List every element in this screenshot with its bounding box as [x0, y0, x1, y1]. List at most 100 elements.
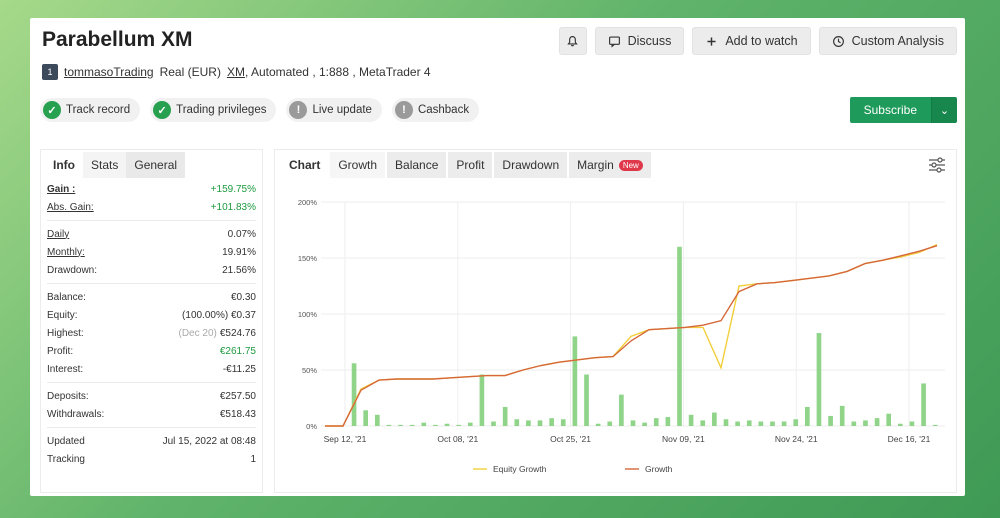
divider [47, 283, 256, 284]
info-tabs: Info Stats General [41, 150, 262, 180]
abs-gain-label[interactable]: Abs. Gain: [47, 201, 94, 213]
bar [723, 419, 729, 426]
tab-stats[interactable]: Stats [83, 152, 127, 178]
add-to-watch-label: Add to watch [725, 34, 798, 48]
clock-icon [832, 35, 844, 47]
bell-icon [567, 35, 578, 46]
bar [828, 415, 833, 426]
bar [677, 246, 682, 426]
broker-link[interactable]: XM [226, 65, 245, 79]
account-type: Real (EUR) [159, 65, 221, 79]
info-icon: ! [289, 101, 308, 119]
daily-row: Daily 0.07% [47, 225, 256, 243]
subscribe-button[interactable]: Subscribe [849, 97, 931, 123]
account-details: , Automated , 1:888 , MetaTrader 4 [244, 65, 431, 79]
chip-trading-privileges[interactable]: ✓ Trading privileges [150, 98, 277, 122]
legend-label: Equity Growth [493, 464, 547, 474]
bar [816, 333, 822, 426]
gain-label[interactable]: Gain : [47, 183, 76, 195]
tab-chart[interactable]: Chart [289, 158, 321, 172]
chip-label: Cashback [417, 104, 470, 116]
bar [456, 424, 461, 426]
tab-general[interactable]: General [126, 152, 186, 178]
growth-chart: 0% 50% 100% 150% 200% Sep 12, '21 Oct 08, '21 O… [298, 198, 945, 474]
tab-balance[interactable]: Balance [387, 152, 447, 178]
bar [932, 424, 938, 426]
divider [47, 382, 256, 383]
discuss-button[interactable]: Discuss [594, 27, 685, 55]
chip-cashback[interactable]: ! Cashback [391, 98, 480, 122]
profit-label: Profit: [47, 345, 74, 357]
settings-sliders-icon[interactable] [928, 157, 946, 173]
tab-drawdown[interactable]: Drawdown [494, 152, 568, 178]
custom-analysis-label: Custom Analysis [851, 34, 944, 48]
comment-icon [608, 35, 620, 48]
bar [805, 406, 810, 426]
custom-analysis-button[interactable]: Custom Analysis [818, 27, 957, 55]
daily-label[interactable]: Daily [47, 228, 70, 240]
chip-live-update[interactable]: ! Live update [286, 98, 382, 122]
growth-line [325, 245, 938, 427]
balance-value: €0.30 [230, 291, 256, 303]
bar [560, 419, 566, 426]
bar [781, 421, 787, 426]
deposits-value: €257.50 [219, 390, 256, 402]
updated-row: Updated Jul 15, 2022 at 08:48 [47, 432, 256, 450]
tab-info[interactable]: Info [53, 158, 75, 172]
bar [607, 421, 613, 426]
add-to-watch-button[interactable]: Add to watch [692, 27, 811, 55]
bar [351, 363, 357, 426]
bar [595, 423, 601, 426]
plus-icon [707, 36, 716, 46]
equity-row: Equity: (100.00%) €0.37 [47, 306, 256, 324]
chip-label: Track record [66, 104, 131, 116]
tab-margin[interactable]: Margin New [569, 152, 651, 178]
legend-label: Growth [645, 464, 673, 474]
bar [921, 383, 926, 426]
bar [886, 413, 892, 426]
bar [851, 421, 857, 426]
bar [502, 406, 508, 426]
chip-track-record[interactable]: ✓ Track record [40, 98, 141, 122]
bar [793, 419, 799, 426]
bar [619, 394, 624, 426]
tab-profit[interactable]: Profit [448, 152, 493, 178]
drawdown-value: 21.56% [222, 264, 256, 276]
chart-panel: Chart Growth Balance Profit Drawdown Mar… [274, 149, 957, 493]
updated-value: Jul 15, 2022 at 08:48 [162, 435, 256, 447]
monthly-value: 19.91% [222, 246, 256, 258]
y-tick-label: 0% [306, 422, 317, 431]
bar [514, 419, 520, 426]
status-chips: ✓ Track record ✓ Trading privileges ! Li… [40, 98, 480, 122]
profit-value: €261.75 [219, 345, 256, 357]
bar [421, 422, 427, 426]
notify-button[interactable] [558, 27, 587, 55]
tracking-label: Tracking [47, 453, 85, 465]
x-tick-label: Oct 08, '21 [437, 434, 478, 444]
bar [467, 422, 473, 426]
x-tick-label: Dec 16, '21 [888, 434, 931, 444]
balance-row: Balance: €0.30 [47, 288, 256, 306]
drawdown-label: Drawdown: [47, 264, 98, 276]
withdrawals-label: Withdrawals: [47, 408, 105, 420]
user-badge: 1 [42, 64, 58, 80]
tab-growth[interactable]: Growth [330, 152, 386, 178]
subscribe-dropdown[interactable]: ⌄ [931, 97, 957, 123]
x-tick-label: Nov 09, '21 [662, 434, 705, 444]
equity-label: Equity: [47, 309, 78, 321]
bar [863, 420, 868, 426]
y-tick-label: 50% [302, 366, 317, 375]
highest-row: Highest: (Dec 20) €524.76 [47, 324, 256, 342]
divider [47, 427, 256, 428]
interest-label: Interest: [47, 363, 84, 375]
user-link[interactable]: tommasoTrading [64, 65, 154, 79]
bar [386, 424, 392, 426]
monthly-row: Monthly: 19.91% [47, 243, 256, 261]
bar [537, 420, 543, 426]
bar [712, 412, 717, 426]
monthly-label[interactable]: Monthly: [47, 246, 85, 258]
bar [688, 414, 694, 426]
bar [839, 405, 845, 426]
bar [642, 422, 647, 426]
bar [549, 418, 554, 426]
